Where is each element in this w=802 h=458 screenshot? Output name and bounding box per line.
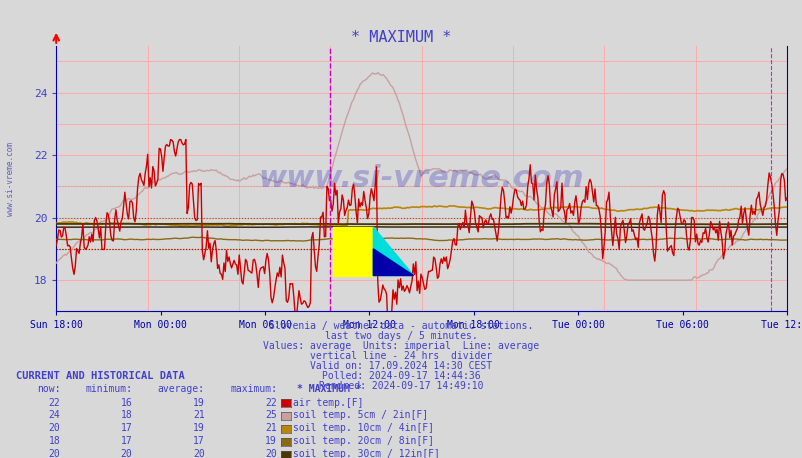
- Text: 25: 25: [265, 410, 277, 420]
- Polygon shape: [373, 249, 413, 276]
- Text: 20: 20: [48, 449, 60, 458]
- Text: average:: average:: [157, 384, 205, 394]
- Text: Values: average  Units: imperial  Line: average: Values: average Units: imperial Line: av…: [263, 341, 539, 351]
- Text: 24: 24: [48, 410, 60, 420]
- Bar: [333, 227, 373, 276]
- Text: Rendred: 2024-09-17 14:49:10: Rendred: 2024-09-17 14:49:10: [319, 381, 483, 391]
- Text: Valid on: 17.09.2024 14:30 CEST: Valid on: 17.09.2024 14:30 CEST: [310, 361, 492, 371]
- Text: * MAXIMUM *: * MAXIMUM *: [297, 384, 361, 394]
- Text: 16: 16: [120, 398, 132, 408]
- Text: soil temp. 20cm / 8in[F]: soil temp. 20cm / 8in[F]: [293, 436, 434, 446]
- Text: vertical line - 24 hrs  divider: vertical line - 24 hrs divider: [310, 351, 492, 361]
- Text: 20: 20: [265, 449, 277, 458]
- Text: 19: 19: [265, 436, 277, 446]
- Text: www.si-vreme.com: www.si-vreme.com: [258, 164, 584, 193]
- Text: 20: 20: [192, 449, 205, 458]
- Text: maximum:: maximum:: [229, 384, 277, 394]
- Text: minimum:: minimum:: [85, 384, 132, 394]
- Text: 22: 22: [265, 398, 277, 408]
- Text: 20: 20: [48, 423, 60, 433]
- Text: 19: 19: [192, 423, 205, 433]
- Text: Slovenia / weather data - automatic stations.: Slovenia / weather data - automatic stat…: [269, 321, 533, 331]
- Text: soil temp. 30cm / 12in[F]: soil temp. 30cm / 12in[F]: [293, 449, 439, 458]
- Text: Polled: 2024-09-17 14:44:36: Polled: 2024-09-17 14:44:36: [322, 371, 480, 381]
- Text: 19: 19: [192, 398, 205, 408]
- Text: now:: now:: [37, 384, 60, 394]
- Text: air temp.[F]: air temp.[F]: [293, 398, 363, 408]
- Text: 21: 21: [192, 410, 205, 420]
- Text: 20: 20: [120, 449, 132, 458]
- Text: www.si-vreme.com: www.si-vreme.com: [6, 142, 15, 216]
- Text: soil temp. 5cm / 2in[F]: soil temp. 5cm / 2in[F]: [293, 410, 427, 420]
- Text: 18: 18: [120, 410, 132, 420]
- Text: 17: 17: [120, 436, 132, 446]
- Text: CURRENT AND HISTORICAL DATA: CURRENT AND HISTORICAL DATA: [16, 371, 184, 381]
- Text: last two days / 5 minutes.: last two days / 5 minutes.: [325, 331, 477, 341]
- Polygon shape: [373, 227, 413, 276]
- Text: 17: 17: [120, 423, 132, 433]
- Text: 21: 21: [265, 423, 277, 433]
- Text: 22: 22: [48, 398, 60, 408]
- Text: 18: 18: [48, 436, 60, 446]
- Text: soil temp. 10cm / 4in[F]: soil temp. 10cm / 4in[F]: [293, 423, 434, 433]
- Text: 17: 17: [192, 436, 205, 446]
- Text: * MAXIMUM *: * MAXIMUM *: [351, 30, 451, 45]
